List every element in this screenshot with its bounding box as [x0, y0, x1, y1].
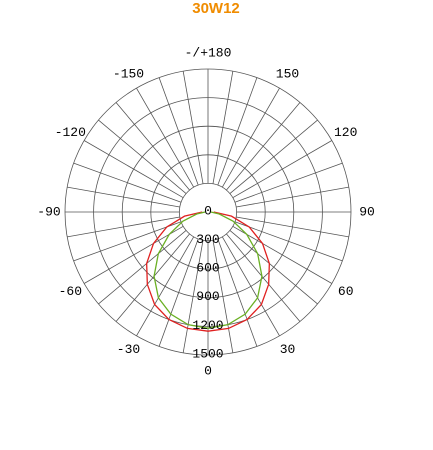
chart-title: 30W12	[192, 0, 240, 17]
r-tick-label: 300	[196, 232, 219, 247]
angle-tick-label: 90	[359, 204, 375, 219]
angle-tick-label: 150	[276, 67, 299, 82]
angle-tick-label: -/+180	[185, 45, 232, 60]
r-tick-label: 0	[204, 203, 212, 218]
intensity-curve	[153, 211, 263, 329]
angle-tick-label: 30	[280, 342, 296, 357]
angle-tick-label: -60	[59, 284, 82, 299]
r-tick-label: 900	[196, 289, 219, 304]
angle-tick-label: 60	[338, 284, 354, 299]
angle-tick-label: -30	[117, 342, 140, 357]
intensity-curve	[146, 211, 270, 332]
angle-tick-label: -150	[113, 67, 144, 82]
ring	[93, 97, 323, 327]
ring	[121, 125, 295, 299]
angle-tick-label: -90	[37, 204, 60, 219]
angle-tick-label: 0	[204, 363, 212, 378]
angle-tick-label: -120	[55, 125, 86, 140]
ring	[178, 182, 237, 241]
r-tick-label: 1500	[192, 346, 223, 361]
angle-tick-label: 120	[334, 125, 357, 140]
r-tick-label: 1200	[192, 318, 223, 333]
ring	[64, 68, 352, 356]
ring	[150, 154, 266, 270]
r-tick-label: 600	[196, 261, 219, 276]
